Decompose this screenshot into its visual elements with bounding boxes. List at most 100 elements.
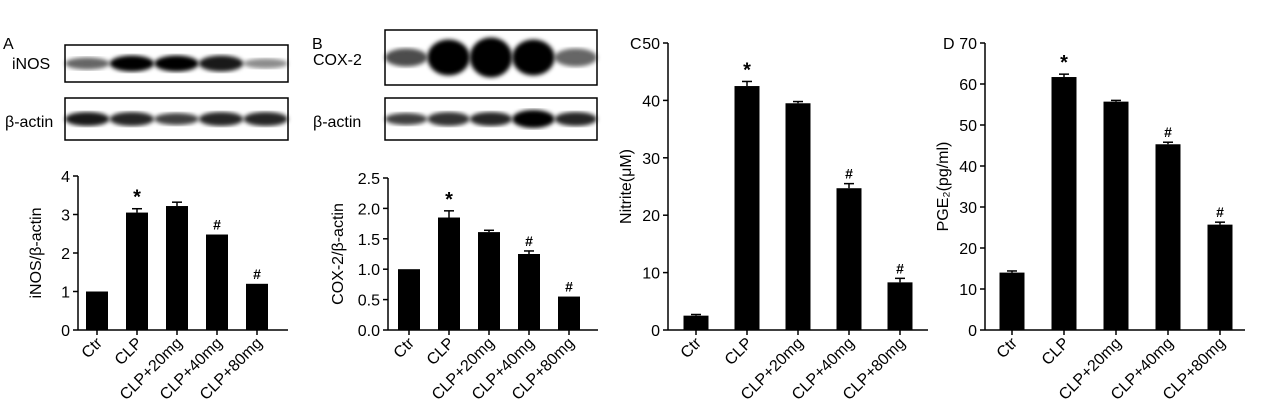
y-tick-label: 2.0	[358, 201, 380, 218]
y-axis-label: PGE₂(pg/ml)	[935, 142, 952, 232]
chart-a: 01234iNOS/β-actinCtr*CLPCLP+20mg#CLP+40m…	[28, 169, 288, 404]
y-tick-label: 20	[642, 208, 660, 225]
blot-inos-band	[65, 57, 110, 70]
y-tick-label: 0	[61, 323, 70, 340]
panel-label-d: D	[943, 36, 955, 53]
significance-mark: *	[1060, 52, 1068, 74]
bar	[1155, 144, 1181, 330]
panel-label-b: B	[312, 36, 323, 53]
blot-cox2-band	[385, 48, 428, 67]
y-tick-label: 40	[959, 159, 977, 176]
bar	[558, 296, 580, 330]
blot-actin-b-band	[427, 112, 470, 126]
y-tick-label: 70	[959, 36, 977, 53]
y-tick-label: 0	[651, 323, 660, 340]
blot-actin-a-band	[198, 112, 244, 126]
blot-inos-band	[109, 55, 155, 72]
x-tick-label: Ctr	[79, 334, 107, 362]
bar	[1103, 101, 1129, 330]
y-tick-label: 3	[61, 208, 70, 225]
y-tick-label: 30	[959, 200, 977, 217]
bar	[126, 212, 148, 330]
y-tick-label: 4	[61, 169, 70, 186]
significance-mark: *	[445, 189, 453, 211]
blot-actin-b-band	[469, 112, 513, 126]
blot-cox2-band	[427, 39, 470, 76]
panel-label-c: C	[630, 36, 642, 53]
chart-c: 01020304050Nitrite(μM)Ctr*CLPCLP+20mg#CL…	[618, 36, 928, 404]
blot-cox2-band	[469, 37, 513, 78]
blot-cox2-band	[512, 39, 555, 76]
blot-actin-b-band	[385, 113, 428, 125]
bar	[999, 272, 1025, 330]
blot-cox2-band	[554, 48, 597, 67]
significance-mark: #	[565, 279, 573, 295]
bar	[683, 315, 709, 330]
y-axis-label: Nitrite(μM)	[618, 149, 635, 224]
chart-b: 0.00.51.01.52.02.5COX-2/β-actinCtr*CLPCL…	[330, 171, 598, 404]
y-tick-label: 1	[61, 285, 70, 302]
bar	[478, 232, 500, 330]
blot-actin-b-band	[554, 112, 597, 126]
blot-actin-a-band	[154, 113, 199, 125]
significance-mark: #	[1164, 124, 1172, 140]
y-tick-label: 1.0	[358, 262, 380, 279]
bar	[734, 86, 760, 330]
x-tick-label: Ctr	[678, 334, 706, 362]
significance-mark: *	[133, 187, 141, 209]
significance-mark: #	[213, 217, 221, 233]
blot-actin-a-band	[65, 112, 110, 126]
panel-label-a: A	[3, 36, 14, 53]
blot-actin-a-band	[109, 112, 155, 126]
y-tick-label: 0.0	[358, 323, 380, 340]
y-tick-label: 20	[959, 241, 977, 258]
bar	[1051, 77, 1077, 330]
y-tick-label: 2.5	[358, 171, 380, 188]
y-tick-label: 10	[642, 266, 660, 283]
y-tick-label: 30	[642, 151, 660, 168]
blot-actin-b-band	[512, 110, 555, 128]
x-tick-label: CLP	[1039, 335, 1073, 369]
bar	[887, 282, 913, 330]
chart-d: 010203040506070PGE₂(pg/ml)Ctr*CLPCLP+20m…	[935, 36, 1245, 404]
x-tick-label: Ctr	[391, 334, 419, 362]
blot-label-actin-b: β-actin	[313, 114, 362, 131]
x-tick-label: CLP	[112, 335, 146, 369]
y-tick-label: 50	[959, 118, 977, 135]
y-axis-label: iNOS/β-actin	[28, 208, 45, 299]
bar	[398, 269, 420, 330]
bar	[1207, 224, 1233, 330]
blot-inos-band	[198, 55, 244, 72]
blot-inos-band	[154, 55, 199, 72]
x-tick-label: CLP	[424, 335, 458, 369]
significance-mark: #	[896, 260, 904, 276]
y-tick-label: 60	[959, 77, 977, 94]
y-tick-label: 0.5	[358, 293, 380, 310]
y-tick-label: 50	[642, 36, 660, 53]
bar	[246, 283, 268, 330]
bar	[438, 217, 460, 330]
bar	[836, 188, 862, 330]
blot-label-cox2: COX-2	[313, 52, 362, 69]
bar	[86, 291, 108, 330]
y-tick-label: 0	[968, 323, 977, 340]
blot-inos-band	[243, 58, 288, 69]
x-tick-label: CLP	[722, 335, 756, 369]
bar	[166, 206, 188, 330]
bar	[785, 103, 811, 331]
significance-mark: #	[1216, 204, 1224, 220]
bar	[518, 254, 540, 330]
blot-label-inos: iNOS	[12, 56, 51, 73]
y-axis-label: COX-2/β-actin	[330, 203, 347, 305]
y-tick-label: 40	[642, 93, 660, 110]
blot-label-actin-a: β-actin	[5, 114, 54, 131]
y-tick-label: 2	[61, 246, 70, 263]
significance-mark: #	[253, 266, 261, 282]
x-tick-label: Ctr	[994, 334, 1022, 362]
significance-mark: #	[525, 233, 533, 249]
y-tick-label: 10	[959, 282, 977, 299]
blot-actin-a-band	[243, 112, 288, 126]
y-tick-label: 1.5	[358, 232, 380, 249]
